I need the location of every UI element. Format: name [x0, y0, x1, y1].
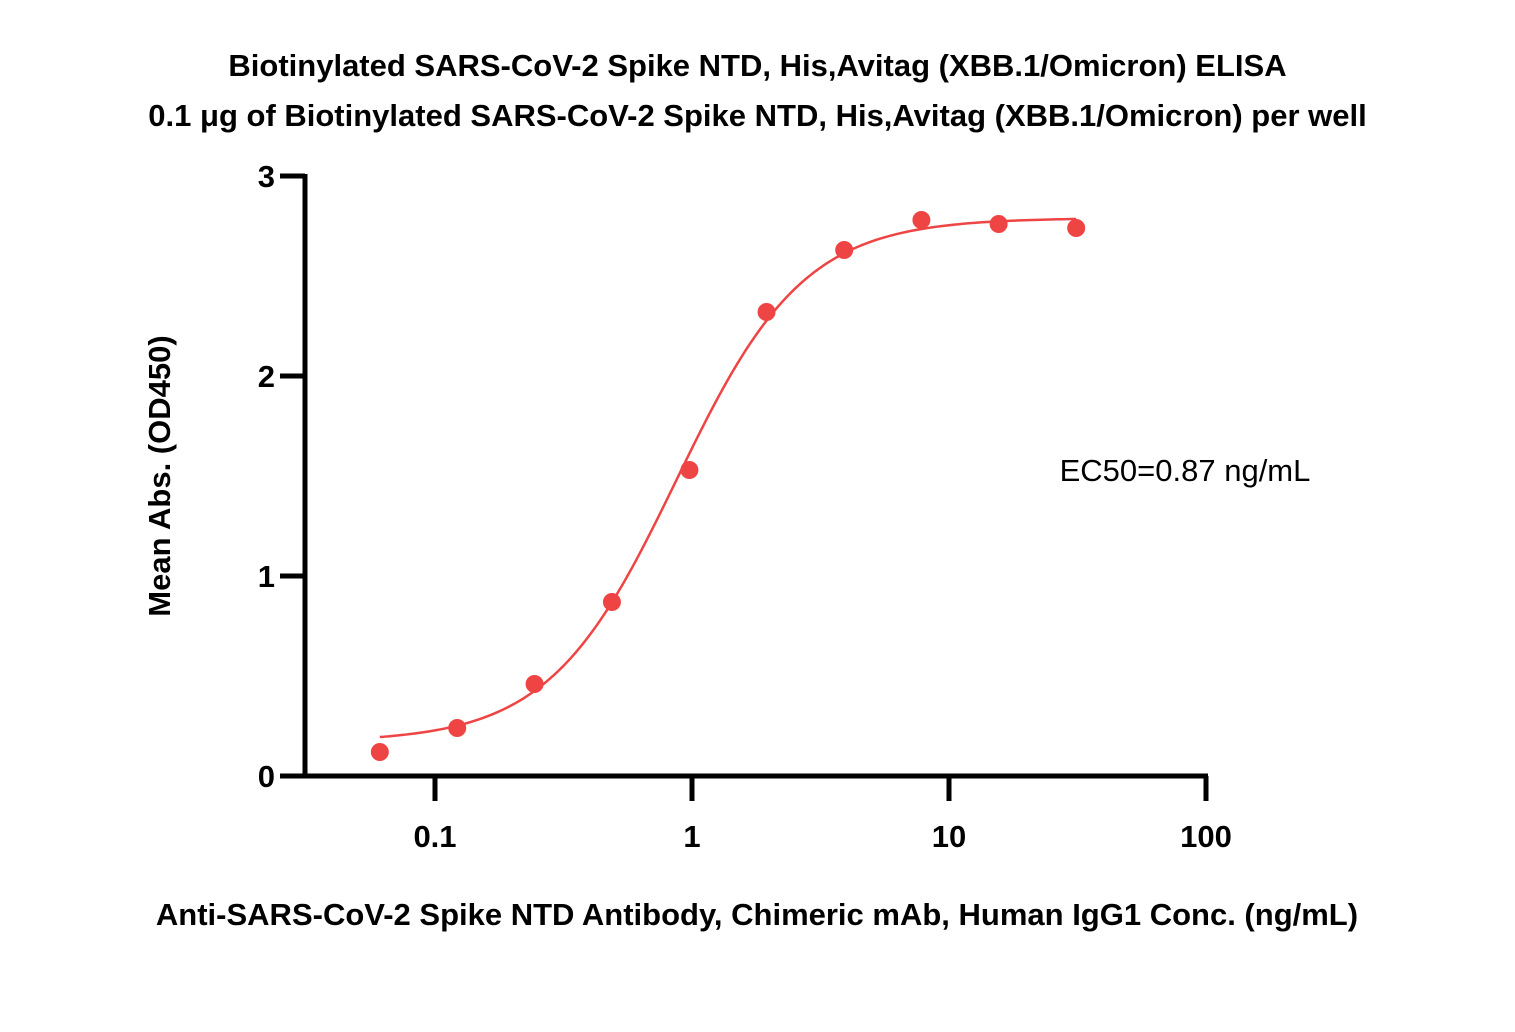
x-tick-label-10: 10	[932, 819, 966, 854]
data-points	[370, 211, 1086, 761]
x-tick-label-0.1: 0.1	[413, 819, 456, 854]
data-point	[602, 593, 621, 611]
data-point	[448, 719, 467, 737]
x-tick-label-1: 1	[683, 819, 700, 854]
y-tick-label-2: 2	[258, 359, 275, 394]
y-tick-label-1: 1	[258, 559, 275, 594]
x-tick-label-100: 100	[1180, 819, 1232, 854]
y-axis-title: Mean Abs. (OD450)	[142, 335, 177, 616]
data-point	[1067, 219, 1086, 237]
chart-subtitle: 0.1 μg of Biotinylated SARS-CoV-2 Spike …	[148, 98, 1367, 133]
data-point	[370, 743, 389, 761]
data-point	[835, 241, 854, 259]
fit-curve	[379, 217, 1077, 739]
ec50-annotation: EC50=0.87 ng/mL	[1060, 453, 1311, 488]
y-tick-label-3: 3	[258, 159, 275, 194]
data-point	[525, 675, 544, 693]
data-point	[989, 215, 1008, 233]
y-tick-label-0: 0	[258, 759, 275, 794]
data-point	[680, 461, 699, 479]
data-point	[757, 303, 776, 321]
x-axis-title: Anti-SARS-CoV-2 Spike NTD Antibody, Chim…	[156, 897, 1358, 932]
chart-title: Biotinylated SARS-CoV-2 Spike NTD, His,A…	[228, 48, 1287, 83]
fit-curve-layer	[379, 217, 1077, 739]
axes: 0 1 2 3 0.1 1 10 100	[258, 159, 1232, 854]
data-point	[912, 211, 931, 229]
